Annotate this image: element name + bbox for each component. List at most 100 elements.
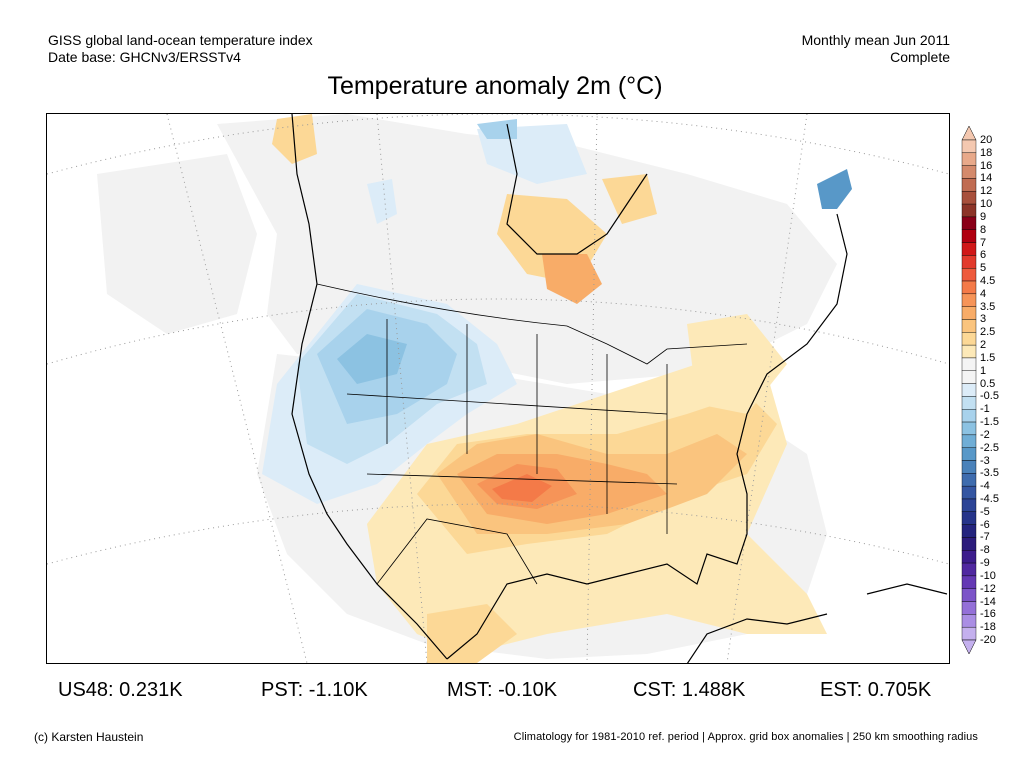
legend-tick-label: 7 — [980, 236, 987, 249]
legend-swatch — [961, 524, 977, 538]
legend-swatch — [961, 357, 977, 371]
legend-swatch — [961, 216, 977, 230]
legend-top-arrow — [961, 126, 977, 141]
legend-tick-label: -7 — [980, 531, 990, 544]
legend-swatch — [961, 434, 977, 448]
color-legend: 20 18 16 14 12 10 9 8 7 6 5 4.5 4 3.5 3 2.5 2 1.5 1 0.5 -0.5… — [958, 126, 1018, 654]
legend-swatch — [961, 280, 977, 295]
map-panel — [46, 113, 950, 664]
legend-tick-label: -12 — [980, 582, 996, 595]
legend-tick-label: -4.5 — [980, 492, 999, 505]
legend-tick-label: 18 — [980, 146, 993, 159]
legend-tick-label: 8 — [980, 223, 987, 236]
legend-swatch — [961, 242, 977, 256]
legend-swatch — [961, 229, 977, 243]
legend-swatch — [961, 485, 977, 500]
legend-swatch — [961, 626, 977, 641]
legend-swatch — [961, 537, 977, 551]
legend-tick-label: 3.5 — [980, 300, 996, 313]
legend-tick-label: -20 — [980, 634, 996, 646]
legend-tick-label: 12 — [980, 185, 993, 198]
completeness-label: Complete — [890, 49, 950, 65]
legend-tick-label: 16 — [980, 159, 993, 172]
legend-swatch — [961, 409, 977, 423]
stat-cst: CST: 1.488K — [633, 679, 746, 701]
legend-swatch — [961, 165, 977, 179]
legend-tick-label: -4 — [980, 480, 990, 493]
anomaly-map — [47, 114, 949, 663]
legend-tick-label: 14 — [980, 172, 993, 185]
legend-tick-label: -6 — [980, 518, 990, 531]
period-info: Monthly mean Jun 2011 Complete — [802, 32, 950, 66]
legend-swatch — [961, 498, 977, 512]
regional-stats: US48: 0.231K PST: -1.10K MST: -0.10K CST… — [0, 679, 1024, 705]
legend-swatch — [961, 601, 977, 615]
legend-colorbar — [961, 126, 977, 654]
legend-tick-label: -0.5 — [980, 390, 999, 403]
stat-pst: PST: -1.10K — [261, 679, 368, 701]
legend-tick-label: 1 — [980, 364, 987, 377]
legend-swatch — [961, 562, 977, 577]
legend-bottom-arrow — [961, 639, 977, 654]
legend-swatch — [961, 511, 977, 525]
data-base: Date base: GHCNv3/ERSSTv4 — [48, 49, 241, 65]
legend-tick-label: -9 — [980, 557, 990, 570]
copyright: (c) Karsten Haustein — [34, 730, 144, 744]
legend-tick-label: -1 — [980, 403, 990, 416]
legend-tick-label: -16 — [980, 608, 996, 621]
legend-swatch — [961, 152, 977, 166]
legend-swatch — [961, 383, 977, 397]
legend-swatch — [961, 588, 977, 602]
map-title: Temperature anomaly 2m (°C) — [327, 72, 663, 100]
legend-tick-label: 3 — [980, 313, 987, 326]
legend-swatch — [961, 139, 977, 154]
legend-tick-label: 10 — [980, 198, 993, 211]
stat-mst: MST: -0.10K — [447, 679, 558, 701]
legend-tick-label: 20 — [980, 134, 993, 146]
legend-tick-label: 4.5 — [980, 275, 996, 288]
legend-swatch — [961, 447, 977, 461]
legend-tick-label: 2.5 — [980, 326, 996, 339]
legend-swatch — [961, 370, 977, 384]
political-borders — [316, 283, 748, 585]
legend-swatch — [961, 255, 977, 269]
legend-swatch — [961, 332, 977, 346]
legend-swatch — [961, 421, 977, 436]
climatology-note: Climatology for 1981-2010 ref. period | … — [513, 731, 978, 743]
legend-tick-label: 6 — [980, 249, 987, 262]
legend-swatch — [961, 319, 977, 333]
legend-tick-label: 4 — [980, 287, 987, 300]
legend-swatch — [961, 178, 977, 192]
legend-tick-label: -18 — [980, 621, 996, 634]
legend-swatch — [961, 306, 977, 320]
legend-tick-label: -1.5 — [980, 416, 999, 429]
legend-swatch — [961, 203, 977, 218]
legend-tick-label: -2 — [980, 428, 990, 441]
coastlines — [291, 114, 948, 663]
legend-tick-label: 5 — [980, 262, 987, 275]
legend-swatch — [961, 460, 977, 474]
legend-tick-label: 9 — [980, 210, 987, 223]
legend-swatch — [961, 396, 977, 410]
legend-tick-label: 0.5 — [980, 377, 996, 390]
cold-anomaly-west — [262, 119, 852, 504]
legend-tick-label: -8 — [980, 544, 990, 557]
legend-swatch — [961, 575, 977, 589]
legend-swatch — [961, 191, 977, 205]
legend-tick-label: 2 — [980, 339, 987, 352]
legend-tick-label: -5 — [980, 505, 990, 518]
stat-est: EST: 0.705K — [820, 679, 932, 701]
graticule — [47, 114, 949, 663]
legend-swatch — [961, 293, 977, 307]
legend-swatch — [961, 268, 977, 282]
legend-swatch — [961, 473, 977, 487]
stat-us48: US48: 0.231K — [58, 679, 183, 701]
legend-tick-label: 1.5 — [980, 351, 996, 364]
dataset-info: GISS global land-ocean temperature index… — [48, 32, 313, 66]
dataset-name: GISS global land-ocean temperature index — [48, 32, 313, 48]
legend-tick-label: -14 — [980, 595, 996, 608]
legend-swatch — [961, 344, 977, 359]
warm-anomaly-south — [272, 114, 827, 663]
legend-tick-label: -3 — [980, 454, 990, 467]
legend-tick-label: -2.5 — [980, 441, 999, 454]
